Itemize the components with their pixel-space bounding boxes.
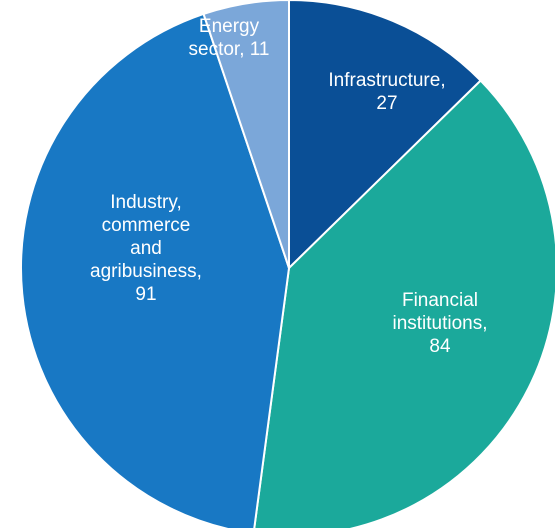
pie-slice-energy-sector [202,0,290,269]
data-label-energy-sector: Energy sector, 11 [189,16,270,60]
data-label-line: 91 [135,284,156,305]
data-label-line: 27 [376,93,397,114]
data-label-line: 84 [429,336,451,357]
pie-slice-infrastructure [288,0,483,271]
data-label-line: Industry, [110,192,181,213]
pie-slice-financial-institutions [253,79,555,528]
data-label-line: agribusiness, [90,261,202,282]
pie-slice-industry-commerce-and-agribusiness [20,12,291,528]
data-label-line: commerce [102,215,191,236]
data-label-line: and [130,238,162,259]
data-label-infrastructure: Infrastructure, 27 [328,70,445,114]
data-label-line: institutions, [392,313,487,334]
data-label-line: Energy [199,16,260,37]
data-label-line: Financial [402,290,478,311]
data-label-line: sector, 11 [189,39,270,60]
pie-slices [20,0,555,528]
data-label-financial-institutions: Financial institutions, 84 [392,290,487,357]
pie-labels: Infrastructure, 27 Financial institutions, 8… [90,16,488,357]
data-label-line: Infrastructure, [328,70,445,91]
data-label-industry-commerce-and-agribusiness: Industry, commerce and agribusiness, 91 [90,192,202,305]
